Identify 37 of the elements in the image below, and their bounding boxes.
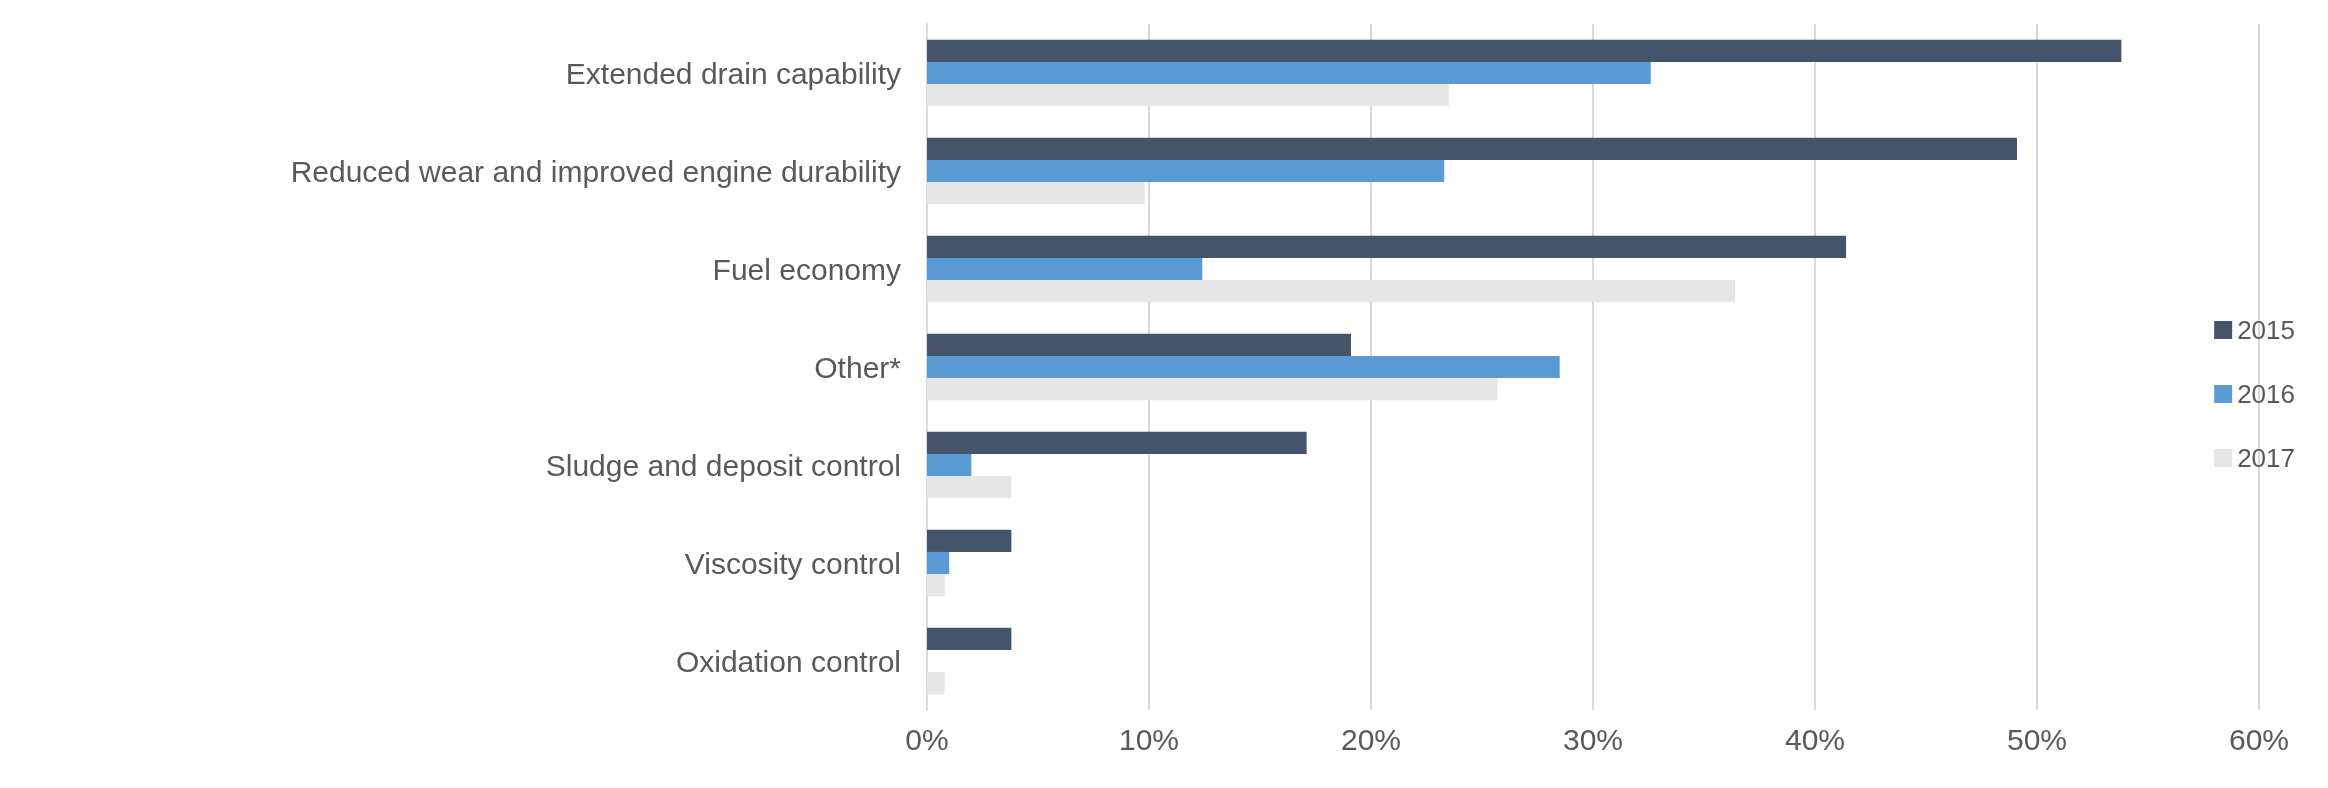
- y-tick-label: Other*: [814, 350, 902, 384]
- bar: [927, 453, 972, 477]
- legend-label: 2017: [2237, 443, 2295, 473]
- legend-label: 2015: [2237, 315, 2295, 345]
- bar: [927, 235, 1847, 258]
- bar: [927, 627, 1012, 650]
- bar: [927, 574, 945, 597]
- bar: [927, 355, 1560, 379]
- bar: [927, 529, 1012, 552]
- bar: [927, 333, 1352, 356]
- bar: [927, 672, 945, 695]
- legend-label: 2016: [2237, 379, 2295, 409]
- y-tick-label: Fuel economy: [712, 252, 901, 286]
- bar: [927, 476, 1012, 499]
- bar: [927, 61, 1651, 85]
- x-tick-label: 40%: [1784, 722, 1846, 756]
- x-tick-label: 50%: [2006, 722, 2068, 756]
- bar: [927, 378, 1498, 401]
- y-tick-label: Viscosity control: [684, 546, 901, 580]
- y-tick-label: Oxidation control: [675, 644, 901, 678]
- x-tick-label: 30%: [1562, 722, 1624, 756]
- bar: [927, 257, 1203, 281]
- y-tick-label: Extended drain capability: [565, 56, 901, 90]
- x-tick-label: 20%: [1340, 722, 1402, 756]
- bar: [927, 39, 2122, 62]
- y-tick-label: Reduced wear and improved engine durability: [290, 154, 901, 188]
- x-tick-label: 0%: [905, 722, 949, 756]
- x-tick-label: 60%: [2228, 722, 2290, 756]
- x-tick-label: 10%: [1118, 722, 1180, 756]
- bar: [927, 182, 1145, 205]
- bar: [927, 84, 1449, 107]
- y-tick-label: Sludge and deposit control: [545, 448, 901, 482]
- bar: [927, 431, 1307, 454]
- bar: [927, 159, 1445, 183]
- bar: [927, 551, 950, 575]
- bar: [927, 280, 1736, 303]
- bar: [927, 137, 2018, 160]
